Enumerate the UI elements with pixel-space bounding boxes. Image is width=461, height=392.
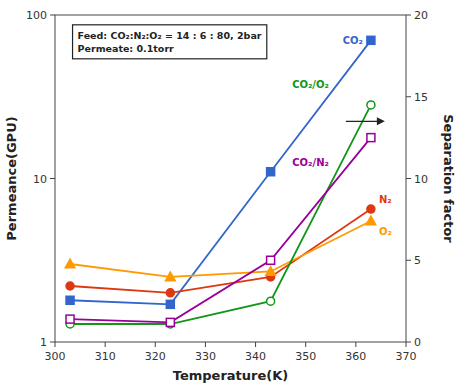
annotation: Feed: CO₂:N₂:O₂ = 14 : 6 : 80, 2bar [78, 30, 262, 41]
data-point [267, 256, 275, 264]
series-line [70, 105, 371, 324]
data-point [266, 267, 276, 276]
x-tick-label: 350 [295, 350, 316, 363]
axes: 300 310 320 330 340 350 360 370 1 10 100 0 5 10 15 20 [26, 9, 428, 363]
series-label: O₂ [379, 226, 392, 237]
y2-tick [406, 260, 411, 261]
data-point [65, 259, 75, 268]
x-tick [55, 342, 56, 347]
data-point [267, 168, 275, 176]
data-point [367, 205, 375, 213]
annotation-box: Feed: CO₂:N₂:O₂ = 14 : 6 : 80, 2bar Perme… [73, 25, 267, 59]
data-point [367, 134, 375, 142]
x-tick [255, 342, 256, 347]
annotation-frame [73, 25, 267, 59]
y2-tick [406, 178, 411, 179]
y2-tick-label: 5 [414, 254, 421, 267]
x-tick [205, 342, 206, 347]
y2-axis-title: Separation factor [441, 114, 456, 243]
y2-tick [406, 96, 411, 97]
series-label: CO₂/O₂ [292, 79, 329, 90]
data-point [366, 216, 376, 225]
y2-tick-label: 20 [414, 9, 428, 22]
series-label: CO₂/N₂ [292, 157, 329, 168]
y2-tick-label: 0 [414, 336, 421, 349]
y-tick [50, 342, 55, 343]
y2-tick-label: 15 [414, 91, 428, 104]
axis-arrow [346, 117, 385, 125]
x-tick [305, 342, 306, 347]
x-tick-label: 340 [245, 350, 266, 363]
x-tick-label: 370 [396, 350, 417, 363]
plot-frame [55, 15, 406, 342]
y-tick-label: 1 [40, 336, 47, 349]
x-tick-label: 330 [195, 350, 216, 363]
data-point [367, 101, 375, 109]
data-point [267, 297, 275, 305]
x-tick-label: 320 [145, 350, 166, 363]
series-line [70, 138, 371, 323]
data-point [66, 315, 74, 323]
y2-tick-label: 10 [414, 173, 428, 186]
y-tick-label: 10 [33, 173, 47, 186]
x-tick-label: 300 [45, 350, 66, 363]
x-tick [155, 342, 156, 347]
x-tick [406, 342, 407, 347]
data-point [166, 272, 176, 281]
data-point [166, 300, 174, 308]
x-tick-label: 310 [95, 350, 116, 363]
data-point [166, 318, 174, 326]
data-point [66, 296, 74, 304]
x-tick [355, 342, 356, 347]
x-tick-label: 360 [345, 350, 366, 363]
series-label: N₂ [379, 194, 392, 205]
x-tick [105, 342, 106, 347]
annotation: Permeate: 0.1torr [78, 43, 175, 54]
data-point [367, 36, 375, 44]
series-line [70, 40, 371, 304]
series-line [70, 209, 371, 293]
series-label: CO₂ [343, 35, 363, 46]
y-tick [50, 178, 55, 179]
x-axis-title: Temperature(K) [173, 368, 288, 383]
series-labels: CO₂ N₂ O₂ CO₂/O₂ CO₂/N₂ [292, 35, 392, 237]
data-point [166, 289, 174, 297]
data-point [66, 282, 74, 290]
y2-tick [406, 15, 411, 16]
y-tick [50, 15, 55, 16]
y2-tick [406, 342, 411, 343]
y-tick-label: 100 [26, 9, 47, 22]
chart: 300 310 320 330 340 350 360 370 1 10 100 0 5 10 15 20 Te… [0, 0, 461, 392]
plot-area [65, 36, 375, 328]
y-axis-title: Permeance(GPU) [4, 116, 19, 240]
series-line [70, 221, 371, 277]
